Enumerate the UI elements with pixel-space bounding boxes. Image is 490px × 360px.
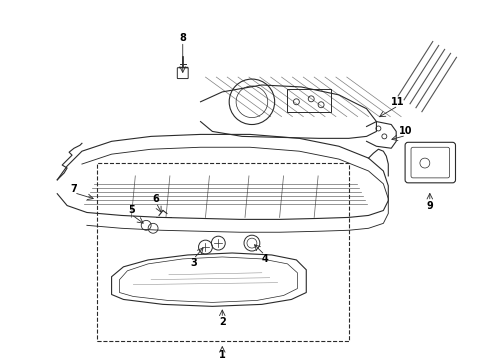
Text: 6: 6 [153, 194, 159, 204]
Text: 1: 1 [219, 350, 226, 360]
Text: 2: 2 [219, 317, 226, 327]
Text: 10: 10 [399, 126, 413, 136]
Text: 8: 8 [179, 32, 186, 42]
Text: 11: 11 [392, 97, 405, 107]
Text: 9: 9 [426, 201, 433, 211]
Text: 7: 7 [71, 184, 77, 194]
Bar [97, 163, 349, 341]
Text: 5: 5 [128, 206, 135, 216]
Text: 3: 3 [190, 258, 197, 268]
Text: 4: 4 [261, 254, 268, 264]
